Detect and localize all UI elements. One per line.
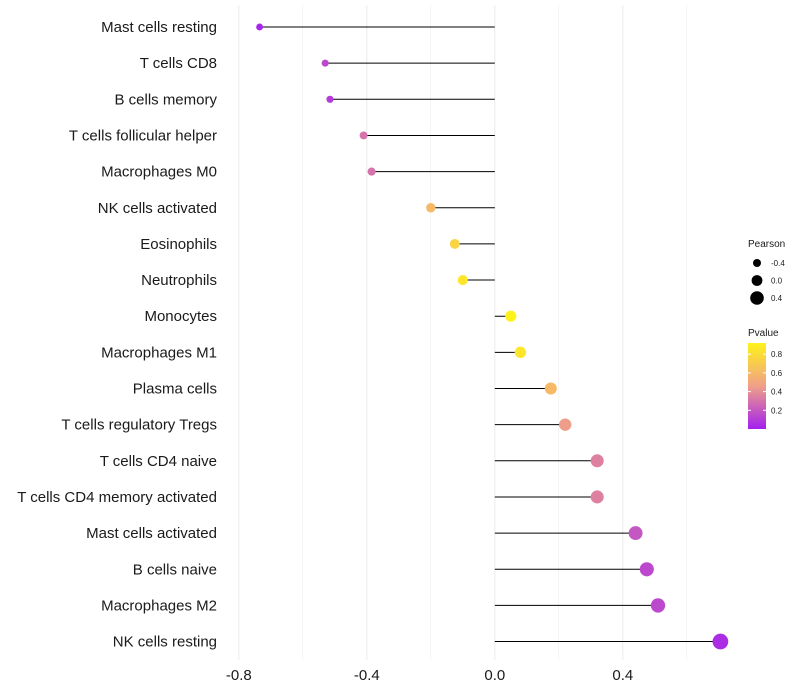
y-axis-label: B cells memory [114,91,217,108]
x-axis-ticks: -0.8 -0.4 0.0 0.4 [226,667,633,684]
y-axis-label: T cells follicular helper [69,127,217,144]
lollipop-point [514,346,527,359]
lollipop-point [639,562,654,577]
lollipop-point [457,275,468,286]
y-axis-label: NK cells activated [98,200,217,217]
lollipop-point [426,203,436,213]
lollipop-points [256,23,729,650]
lollipop-point [590,490,604,504]
lollipop-point [712,633,729,650]
y-axis-labels: Mast cells resting T cells CD8 B cells mem… [17,19,217,651]
y-axis-label: Eosinophils [140,236,217,253]
x-tick-label: -0.4 [354,667,380,684]
lollipop-point [628,526,643,541]
x-tick-label: 0.4 [612,667,633,684]
y-axis-label: NK cells resting [113,634,217,651]
legend-color-label: 0.6 [771,369,783,378]
legend-size-label: 0.4 [771,294,783,303]
legend-pvalue-colorbar [748,343,766,429]
lollipop-point [367,167,376,176]
lollipop-point [326,95,334,103]
x-tick-label: -0.8 [226,667,252,684]
y-axis-label: Macrophages M0 [101,164,217,181]
y-axis-label: Plasma cells [133,381,217,398]
y-axis-label: Macrophages M1 [101,344,217,361]
grid-lines [238,5,688,660]
legend-size-dot [753,259,761,267]
legend-pearson: Pearson -0.4 0.0 0.4 [748,239,785,305]
y-axis-label: Mast cells resting [101,19,217,36]
lollipop-point [359,131,368,140]
legend-size-label: 0.0 [771,277,783,286]
lollipop-point [650,598,666,613]
y-axis-label: T cells CD4 memory activated [17,489,217,506]
y-axis-label: T cells CD4 naive [100,453,217,470]
legend-size-label: -0.4 [771,259,785,268]
legend-pvalue-title: Pvalue [748,328,779,339]
lollipop-point [544,382,557,395]
y-axis-label: Monocytes [144,308,217,325]
lollipop-point [256,23,264,31]
legend-pvalue: Pvalue 0.2 0.4 0.6 0.8 [748,328,783,429]
x-tick-label: 0.0 [484,667,505,684]
y-axis-label: Neutrophils [141,272,217,289]
lollipop-point [321,59,329,67]
y-axis-label: B cells naive [133,561,217,578]
lollipop-point [559,418,572,431]
legend-color-label: 0.2 [771,406,783,415]
y-axis-label: Macrophages M2 [101,597,217,614]
y-axis-label: T cells CD8 [140,55,217,72]
lollipop-point [449,238,460,249]
legend-color-label: 0.8 [771,350,783,359]
legend-size-dot [750,291,764,305]
legend-size-dot [751,275,763,286]
lollipop-point [505,310,517,322]
y-axis-label: Mast cells activated [86,525,217,542]
lollipop-stems [259,26,721,643]
y-axis-label: T cells regulatory Tregs [61,417,217,434]
legend-pearson-title: Pearson [748,239,785,250]
lollipop-point [590,454,604,468]
legend-color-label: 0.4 [771,388,783,397]
